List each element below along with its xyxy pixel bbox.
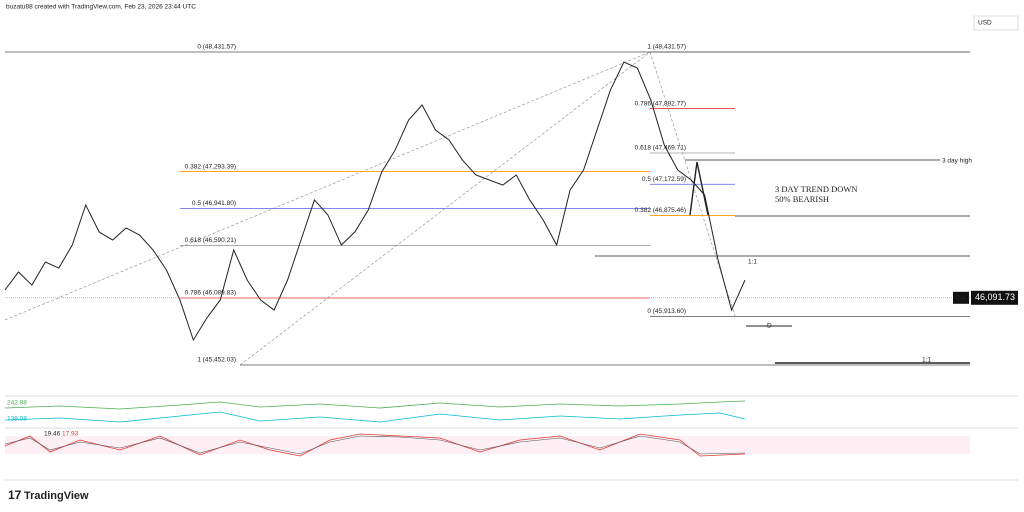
fib-label: 0 (48,431.57) (197, 44, 236, 51)
ratio-label: 1:1 (922, 357, 931, 364)
annotation: 50% BEARISH (775, 194, 829, 204)
indicator-line (4, 411, 746, 423)
trend-triangle (689, 161, 709, 216)
symbol-tag (953, 291, 969, 304)
logo-mark: 17 (8, 488, 22, 502)
price-line (4, 61, 746, 342)
indicator-label: 138.08 (7, 416, 27, 423)
indicator-label: 17.93 (62, 431, 79, 438)
fib-label: 1 (48,431.57) (647, 44, 686, 51)
oscillator-band (5, 436, 970, 454)
currency: USD (978, 20, 992, 27)
oscillator-line (4, 435, 746, 455)
d-label: D (767, 323, 772, 330)
ratio-label: 1:1 (748, 259, 757, 266)
logo: TradingView (24, 490, 89, 502)
indicator-label: 242.88 (7, 400, 27, 407)
indicator-label: 19.46 (44, 431, 61, 438)
symbol: DJI (955, 295, 965, 302)
fib-label: 0.5 (46,941.80) (192, 200, 236, 207)
trend-line (4, 51, 651, 321)
annotation: 3 DAY TREND DOWN (775, 184, 858, 194)
fib-label: 0.382 (46,875.46) (635, 207, 686, 214)
fib-label: 0.382 (47,293.39) (185, 163, 236, 170)
fib-label: 0.618 (46,590.21) (185, 237, 236, 244)
fib-label: 0.618 (47,469.71) (635, 145, 686, 152)
author-line: buzatu88 created with TradingView.com, F… (6, 4, 196, 11)
price-tag (971, 290, 1018, 305)
fib-label: 0.786 (46,089.83) (185, 290, 236, 297)
fib-label: 0 (45,913.60) (647, 308, 686, 315)
currency-box (973, 15, 1019, 31)
fib-label: 0.786 (47,892.77) (635, 100, 686, 107)
three-day-high: 3 day high (942, 158, 972, 165)
price-label: 46,091.73 (975, 292, 1015, 302)
fib-label: 0.5 (47,172.59) (642, 176, 686, 183)
fib-label: 1 (45,452.03) (197, 357, 236, 364)
indicator-line (4, 400, 746, 410)
